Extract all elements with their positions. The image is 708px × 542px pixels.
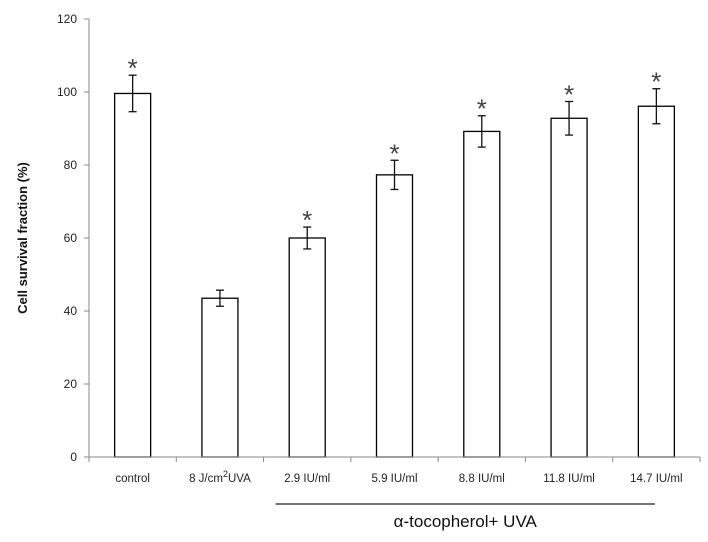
x-tick-label: control: [115, 473, 150, 485]
x-axis: control 8 J/cm2UVA 2.9 IU/ml 5.9 IU/ml 8.8 I…: [88, 456, 701, 485]
significance-star: *: [477, 94, 487, 124]
bar: [463, 130, 501, 458]
y-axis-label: Cell survival fraction (%): [15, 162, 30, 314]
y-axis-ticks: 0 20 40 60 80 100 120: [57, 12, 90, 464]
y-tick-label: 20: [64, 377, 78, 391]
y-tick-label: 60: [64, 231, 78, 245]
bar: [637, 105, 676, 458]
significance-star: *: [302, 205, 312, 235]
y-tick-label: 40: [64, 304, 78, 318]
x-tick-label: 8 J/cm2UVA: [189, 469, 251, 485]
x-tick-label: 14.7 IU/ml: [630, 473, 682, 485]
bar: [201, 297, 239, 458]
x-tick-label: 2.9 IU/ml: [284, 473, 330, 485]
x-tick-label: 5.9 IU/ml: [371, 473, 417, 485]
bar: [113, 92, 152, 458]
significance-star: *: [651, 67, 661, 97]
significance-star: *: [564, 79, 574, 109]
bars: * * * * * *: [113, 53, 676, 458]
x-tick-label: 11.8 IU/ml: [543, 473, 595, 485]
y-tick-label: 0: [70, 450, 77, 464]
x-tick-label: 8.8 IU/ml: [459, 473, 505, 485]
y-tick-label: 120: [57, 12, 77, 26]
bar: [550, 117, 588, 458]
y-tick-label: 80: [64, 158, 78, 172]
bar: [288, 237, 326, 458]
significance-star: *: [128, 53, 138, 83]
y-tick-label: 100: [57, 85, 77, 99]
group-label: α-tocopherol+ UVA: [394, 512, 538, 531]
significance-star: *: [389, 138, 399, 168]
bar: [375, 174, 414, 458]
